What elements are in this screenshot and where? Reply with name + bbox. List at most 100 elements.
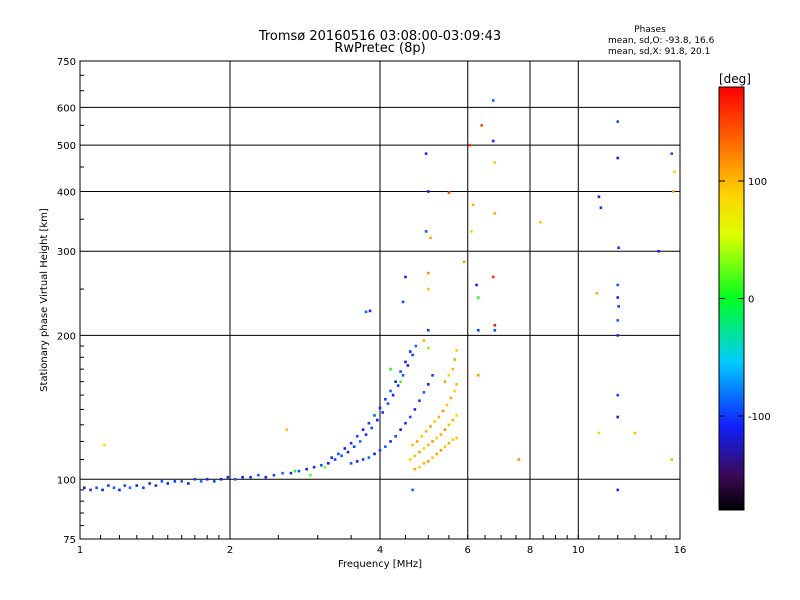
data-point [309,473,312,477]
data-point [449,396,453,400]
data-point [373,414,376,417]
data-point [480,124,484,127]
data-point [471,203,475,207]
x-tick-label: 1 [77,545,83,556]
data-point [431,456,434,459]
data-point [406,364,410,367]
data-point [401,300,405,304]
data-point [285,428,289,431]
data-point [439,448,443,452]
data-point [429,425,432,428]
x-tick-label: 10 [572,545,585,556]
axis-ticks: 1 2 4 6 8 10 16 75 100 200 300 400 500 600 750 [57,57,686,556]
data-point [305,467,308,471]
data-point [426,287,430,291]
y-tick-label: 200 [57,331,76,342]
data-point [424,230,428,233]
chart-title: Tromsø 20160516 03:08:00-03:09:43 [258,29,501,44]
data-point [249,475,252,479]
data-point [234,477,237,481]
data-point [367,456,371,459]
data-point [468,143,471,147]
data-point [212,480,216,483]
data-point [616,296,620,299]
data-point [323,465,327,469]
data-point [373,452,376,456]
data-point [378,448,382,452]
data-point [142,486,145,490]
data-point [451,418,455,422]
data-point [166,482,170,485]
data-point [431,374,434,377]
data-point [673,170,676,174]
data-point [378,406,382,410]
data-point [426,190,430,193]
data-point [349,462,353,465]
data-point [670,152,674,155]
data-point [455,349,458,352]
data-point [404,421,407,425]
data-point [355,460,359,463]
data-point [396,384,400,387]
data-point [367,421,371,425]
data-point [205,477,209,481]
data-point [447,441,451,445]
data-point [616,156,620,160]
data-point [408,350,412,353]
data-point [493,161,497,164]
data-point [491,139,495,143]
data-point [281,471,284,475]
data-point [399,370,402,373]
data-point [633,431,637,435]
y-tick-label: 300 [57,247,76,258]
data-point [517,458,521,461]
data-point [424,430,428,433]
data-point [101,488,104,492]
data-point [187,482,190,485]
data-point [107,484,110,487]
data-point [219,477,223,481]
data-point [272,473,276,477]
data-point [327,462,330,465]
data-point [477,328,480,332]
data-point [431,440,434,443]
phase-stats-o: mean, sd,O: -93.8, 16.6 [608,36,715,46]
data-point [358,440,362,443]
chart-subtitle: RwPretec (8p) [334,41,425,56]
data-point [112,486,116,490]
data-point [443,380,447,384]
data-point [426,460,430,463]
data-point [333,458,337,461]
data-point [340,454,343,458]
data-point [394,435,397,438]
data-point [193,477,197,481]
data-point [389,367,392,371]
data-point [445,403,449,407]
data-point [447,423,451,427]
data-point [289,471,293,475]
data-point [370,426,374,430]
colorbar-ticks: 100 0 -100 [719,177,771,423]
data-point [422,462,426,465]
data-point [148,482,152,485]
data-point [455,436,458,440]
data-point [426,346,430,350]
data-point [418,465,421,469]
data-point [447,191,451,194]
data-point [337,452,340,456]
data-point [381,411,384,414]
data-point [399,428,402,431]
colorbar-tick-label: 0 [748,295,754,306]
data-point [160,480,164,483]
x-tick-label: 6 [465,545,471,556]
data-point [135,484,139,487]
data-point [414,344,418,348]
data-point [616,319,620,322]
data-point [411,443,414,447]
colorbar-tick-label: 100 [748,177,767,188]
y-tick-label: 500 [57,141,76,152]
data-point [411,488,414,492]
data-point [418,450,421,454]
data-point [462,260,466,264]
